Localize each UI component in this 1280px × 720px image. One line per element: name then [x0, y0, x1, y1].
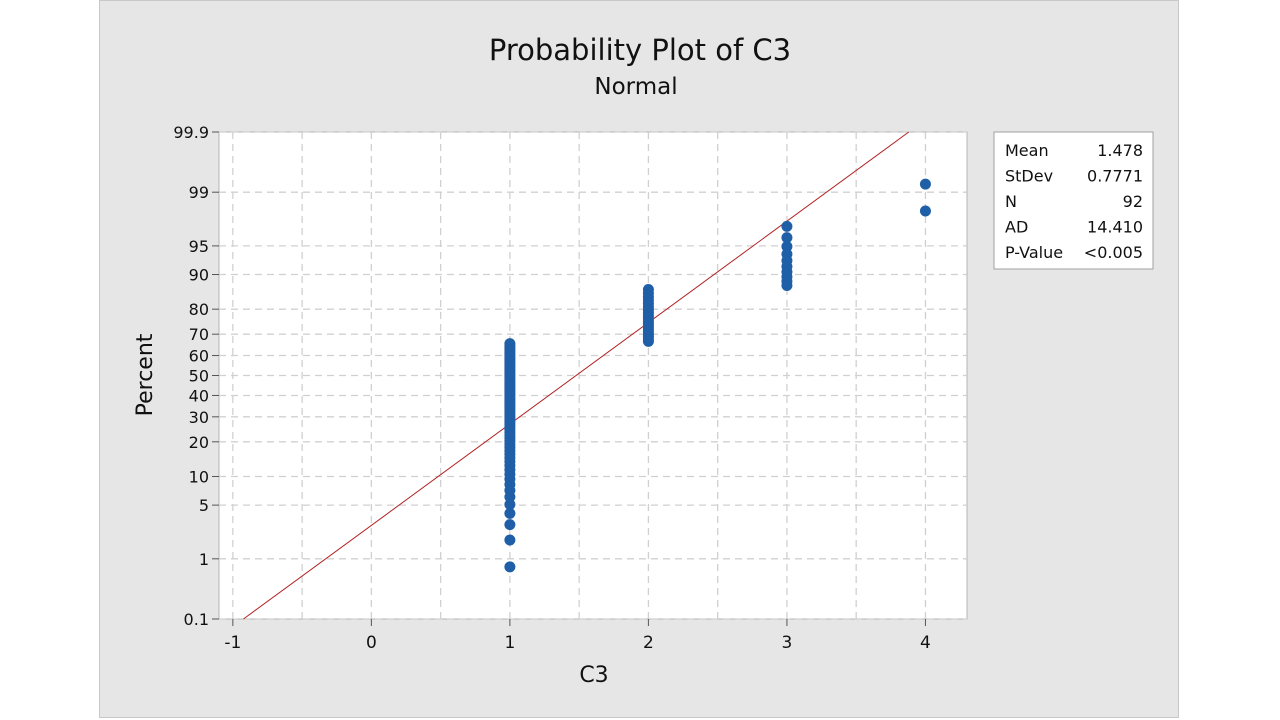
y-tick-label: 5	[199, 496, 209, 515]
y-tick-label: 90	[189, 266, 209, 285]
probability-plot: Probability Plot of C3 Normal -1 0 1 2 3 4 0.…	[133, 33, 1154, 688]
data-point	[642, 283, 654, 295]
stats-label: AD	[1005, 218, 1028, 237]
y-tick-label: 30	[189, 408, 209, 427]
stats-label: Mean	[1005, 141, 1049, 160]
data-point	[504, 519, 516, 531]
data-point	[504, 338, 516, 350]
y-tick-label: 40	[189, 386, 209, 405]
graph-window: Probability Plot of C3 Normal -1 0 1 2 3 4 0.…	[99, 0, 1179, 718]
stats-label: StDev	[1005, 167, 1053, 186]
chart-title: Probability Plot of C3	[489, 33, 791, 67]
y-tick-label: 70	[189, 325, 209, 344]
data-points	[504, 178, 931, 573]
y-tick-label: 60	[189, 347, 209, 366]
x-tick-label: 3	[782, 633, 793, 653]
x-axis-label: C3	[579, 663, 608, 688]
data-point	[781, 232, 793, 244]
stats-rows: Mean 1.478 StDev 0.7771 N 92 AD 14.410 P-Value <0…	[1005, 141, 1143, 262]
x-tick-label: -1	[224, 633, 241, 653]
stats-value: 0.7771	[1087, 167, 1143, 186]
y-tick-label: 1	[199, 550, 209, 569]
y-tick-label: 10	[189, 467, 209, 486]
y-tick-label: 80	[189, 300, 209, 319]
x-axis: -1 0 1 2 3 4	[224, 619, 931, 653]
stats-value: <0.005	[1084, 243, 1143, 262]
data-point	[504, 561, 516, 573]
data-point	[781, 241, 793, 253]
data-point	[504, 498, 516, 510]
x-tick-label: 0	[366, 633, 377, 653]
y-tick-label: 99.9	[173, 123, 209, 142]
stats-value: 1.478	[1097, 141, 1143, 160]
x-tick-label: 4	[920, 633, 931, 653]
data-point	[781, 220, 793, 232]
y-tick-label: 50	[189, 367, 209, 386]
gridlines	[219, 131, 967, 620]
y-tick-label: 99	[189, 183, 209, 202]
stats-box-frame	[993, 131, 1154, 270]
stats-label: P-Value	[1005, 243, 1063, 262]
data-point	[919, 178, 931, 190]
data-point	[504, 507, 516, 519]
stats-value: 92	[1123, 192, 1143, 211]
data-point	[781, 248, 793, 260]
x-tick-label: 1	[504, 633, 515, 653]
x-tick-label: 2	[643, 633, 654, 653]
stats-value: 14.410	[1087, 218, 1143, 237]
y-axis-label: Percent	[133, 333, 158, 416]
fit-line	[243, 131, 910, 620]
chart-subtitle: Normal	[594, 74, 677, 100]
y-tick-label: 20	[189, 433, 209, 452]
data-point	[919, 205, 931, 217]
stats-label: N	[1005, 192, 1017, 211]
y-tick-label: 95	[189, 237, 209, 256]
y-tick-label: 0.1	[184, 610, 209, 629]
data-point	[504, 534, 516, 546]
stats-box: Mean 1.478 StDev 0.7771 N 92 AD 14.410 P-Value <0…	[993, 131, 1154, 270]
